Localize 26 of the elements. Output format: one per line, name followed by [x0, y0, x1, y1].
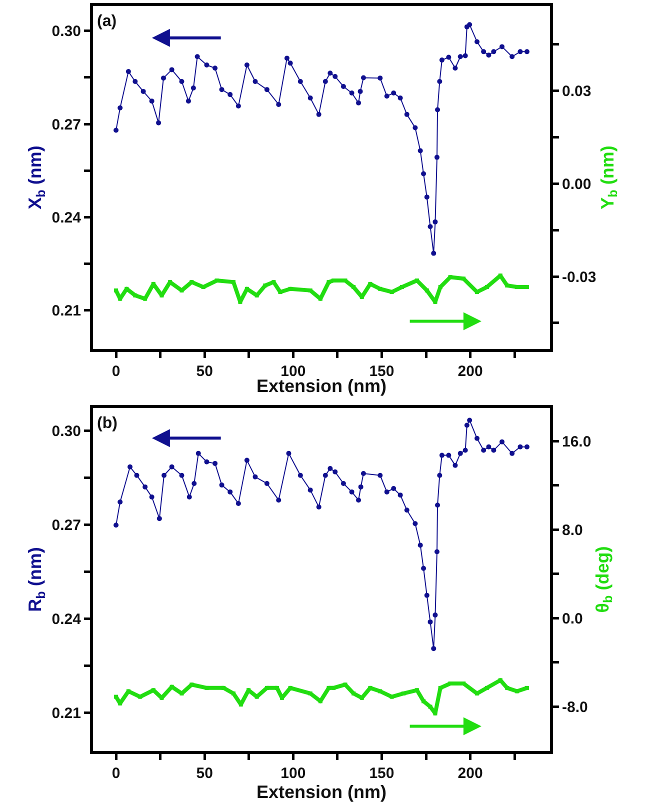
- annotation: (a): [97, 13, 117, 30]
- y-tick-label: 0.21: [52, 705, 81, 722]
- y-tick-label: 0.30: [52, 23, 81, 40]
- y-tick-label: 0.30: [52, 423, 81, 440]
- y-tick-label: 0.27: [52, 517, 81, 534]
- y2-tick-label: 8.0: [562, 522, 583, 539]
- x-tick-label: 200: [458, 363, 483, 380]
- y-tick-label: 0.24: [52, 210, 82, 227]
- y2-tick-label: 0.0: [562, 610, 583, 628]
- x-tick-label: 0: [112, 363, 120, 380]
- y2-tick-label: -0.03: [562, 268, 596, 286]
- x-tick-label: 50: [196, 765, 213, 782]
- y-tick-label: 0.27: [52, 116, 81, 134]
- y2-tick-label: 0.03: [562, 82, 592, 100]
- x-tick-label: 0: [112, 765, 120, 782]
- y2-tick-label: 16.0: [562, 433, 592, 450]
- x-tick-label: 100: [280, 765, 306, 782]
- x-tick-label: 150: [369, 765, 394, 782]
- x-tick-label: 50: [196, 363, 213, 380]
- y-tick-label: 0.24: [52, 611, 82, 628]
- x-axis-title: Extension (nm): [256, 782, 387, 802]
- x-tick-label: 200: [458, 765, 483, 782]
- y2-tick-label: 0.00: [562, 176, 592, 193]
- annotation: (b): [97, 415, 118, 432]
- y2-tick-label: -8.0: [562, 698, 588, 716]
- y-tick-label: 0.21: [52, 302, 81, 320]
